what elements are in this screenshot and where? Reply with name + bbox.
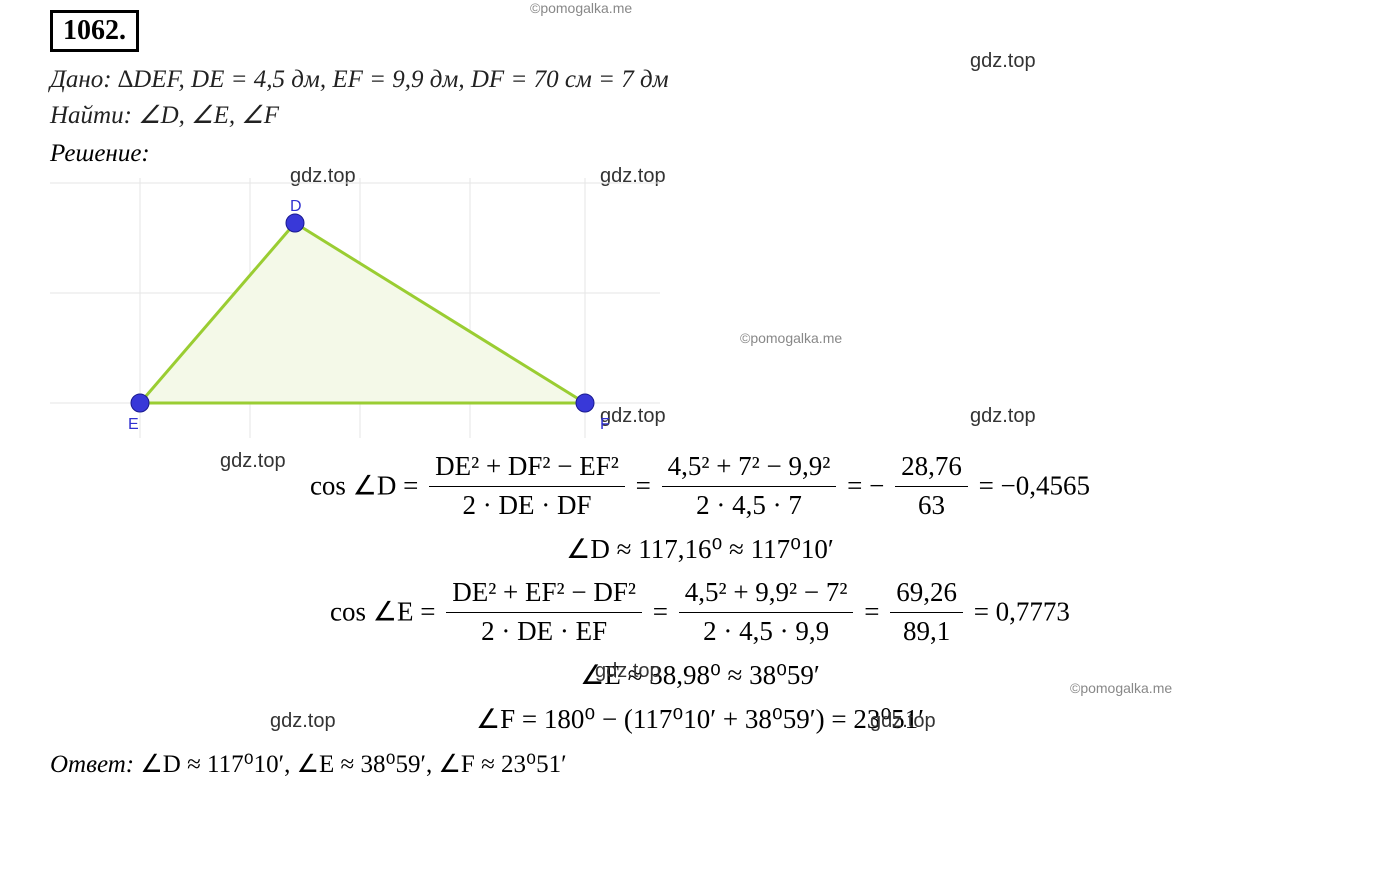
cosE-frac3: 69,26 89,1 <box>890 574 963 651</box>
watermark-top: ©pomogalka.me <box>530 0 632 16</box>
cosE-frac2: 4,5² + 9,9² − 7² 2 · 4,5 · 9,9 <box>679 574 854 651</box>
eq-cos-e: cos ∠E = DE² + EF² − DF² 2 · DE · EF = 4… <box>50 574 1350 651</box>
answer-content: ∠D ≈ 117⁰10′, ∠E ≈ 38⁰59′, ∠F ≈ 23⁰51′ <box>140 751 566 778</box>
find-content: ∠D, ∠E, ∠F <box>138 102 279 129</box>
answer-label: Ответ: <box>50 751 134 778</box>
vertex-d-label: D <box>290 198 302 216</box>
answer-line: Ответ: ∠D ≈ 117⁰10′, ∠E ≈ 38⁰59′, ∠F ≈ 2… <box>50 749 1350 779</box>
triangle-diagram: D E F <box>50 178 660 438</box>
eq-sign-2: = <box>653 597 668 627</box>
cosE-lhs: cos ∠E = <box>330 597 435 627</box>
cosD-frac2: 4,5² + 7² − 9,9² 2 · 4,5 · 7 <box>662 448 837 525</box>
given-label: Дано: <box>50 66 112 93</box>
find-line: Найти: ∠D, ∠E, ∠F <box>50 100 1350 130</box>
watermark-mid: ©pomogalka.me <box>740 330 842 346</box>
find-label: Найти: <box>50 102 132 129</box>
eq-angle-e: ∠E ≈ 38,98⁰ ≈ 38⁰59′ <box>50 657 1350 695</box>
eq-angle-f: ∠F = 180⁰ − (117⁰10′ + 38⁰59′) = 23⁰51′ <box>50 701 1350 739</box>
eq-sign-1: = <box>636 470 651 500</box>
vertex-e-label: E <box>128 416 139 434</box>
cosD-val: = −0,4565 <box>979 470 1090 500</box>
eq-angle-d: ∠D ≈ 117,16⁰ ≈ 117⁰10′ <box>50 531 1350 569</box>
cosE-frac1: DE² + EF² − DF² 2 · DE · EF <box>446 574 642 651</box>
eq-cos-d: cos ∠D = DE² + DF² − EF² 2 · DE · DF = 4… <box>50 448 1350 525</box>
cosE-val: = 0,7773 <box>974 597 1070 627</box>
given-content: ∆DEF, DE = 4,5 дм, EF = 9,9 дм, DF = 70 … <box>118 66 669 93</box>
solution-label: Решение: <box>50 140 1350 168</box>
eq-sign-3: = <box>864 597 879 627</box>
gdz-5: gdz.top <box>970 405 1036 428</box>
diagram-svg <box>50 178 660 438</box>
vertex-f-label: F <box>600 416 610 434</box>
cosD-frac3: 28,76 63 <box>895 448 968 525</box>
neg-sign: = − <box>847 470 884 500</box>
cosD-lhs: cos ∠D = <box>310 470 418 500</box>
given-line: Дано: ∆DEF, DE = 4,5 дм, EF = 9,9 дм, DF… <box>50 66 1350 94</box>
page-container: ©pomogalka.me ©pomogalka.me ©pomogalka.m… <box>0 0 1400 789</box>
cosD-frac1: DE² + DF² − EF² 2 · DE · DF <box>429 448 625 525</box>
problem-number: 1062. <box>50 10 139 52</box>
